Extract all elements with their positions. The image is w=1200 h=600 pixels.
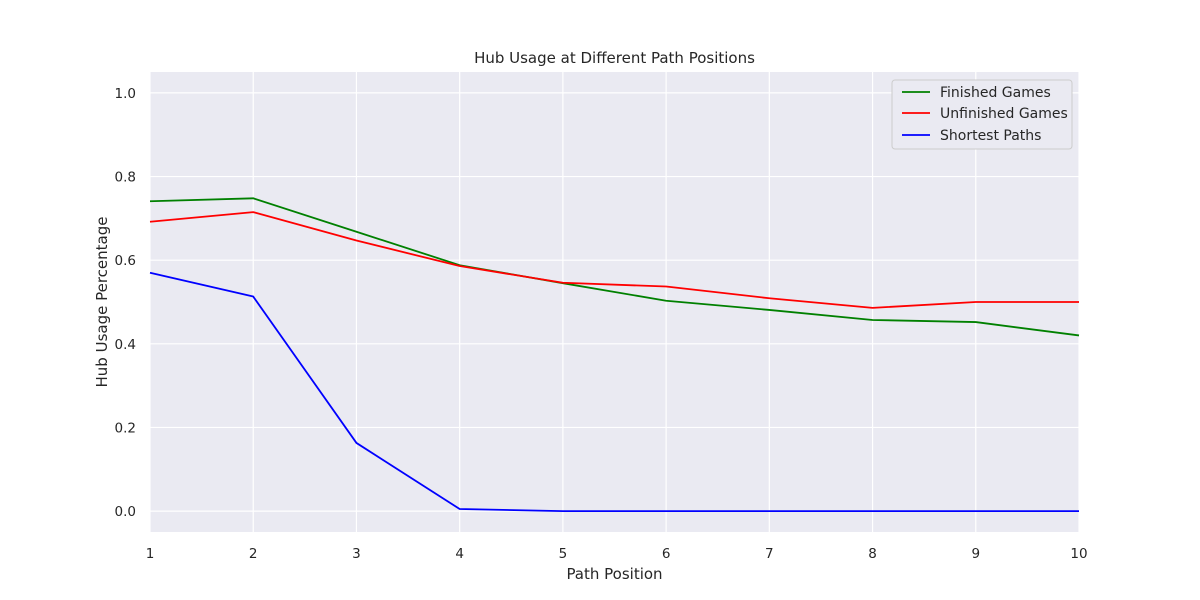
x-axis-label: Path Position xyxy=(566,565,662,583)
x-tick-label: 5 xyxy=(559,546,568,562)
x-tick-label: 10 xyxy=(1070,546,1087,562)
y-tick-label: 0.6 xyxy=(115,253,136,269)
series-line-unfinished-games xyxy=(149,211,1079,309)
legend-label-shortest-paths: Shortest Paths xyxy=(940,128,1041,144)
x-tick-label: 9 xyxy=(971,546,980,562)
x-tick-label: 3 xyxy=(352,546,361,562)
series-line-shortest-paths xyxy=(149,271,1079,512)
legend-box xyxy=(891,79,1073,150)
legend: Finished Games Unfinished Games Shortest… xyxy=(891,79,1073,150)
legend-label-finished-games: Finished Games xyxy=(940,85,1051,101)
x-tick-label: 2 xyxy=(249,546,258,562)
legend-label-unfinished-games: Unfinished Games xyxy=(940,106,1068,122)
chart-title: Hub Usage at Different Path Positions xyxy=(474,49,755,67)
y-tick-label: 0.8 xyxy=(115,170,136,186)
x-tick-label: 4 xyxy=(455,546,464,562)
y-tick-label: 0.0 xyxy=(115,504,136,520)
y-tick-label: 0.2 xyxy=(115,420,136,436)
y-tick-label: 1.0 xyxy=(115,86,136,102)
series-line-finished-games xyxy=(149,197,1080,337)
tick-labels: 1 2 3 4 5 6 7 8 9 10 0.0 0.2 0.4 0.6 0.8 1.0 xyxy=(115,86,1088,562)
series-lines xyxy=(149,197,1080,512)
x-tick-label: 8 xyxy=(868,546,877,562)
y-axis-label: Hub Usage Percentage xyxy=(93,217,111,388)
y-tick-label: 0.4 xyxy=(115,337,136,353)
x-tick-label: 7 xyxy=(765,546,774,562)
x-tick-label: 1 xyxy=(146,546,155,562)
x-tick-label: 6 xyxy=(662,546,671,562)
